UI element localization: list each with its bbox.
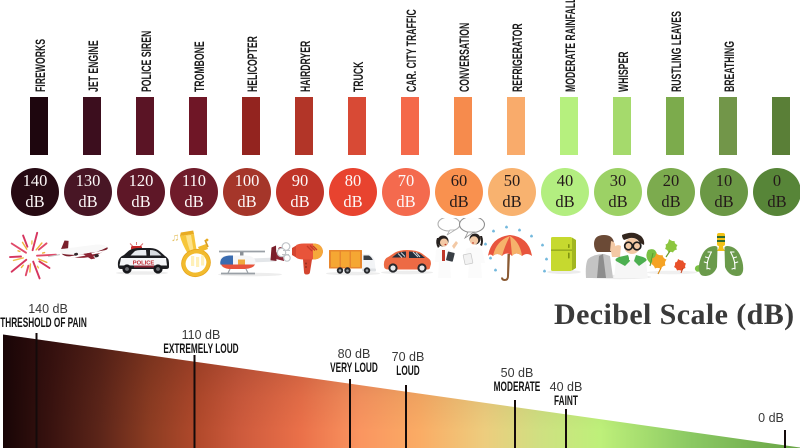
svg-text:POLICE: POLICE xyxy=(133,260,155,266)
svg-text:♫: ♫ xyxy=(171,232,179,244)
